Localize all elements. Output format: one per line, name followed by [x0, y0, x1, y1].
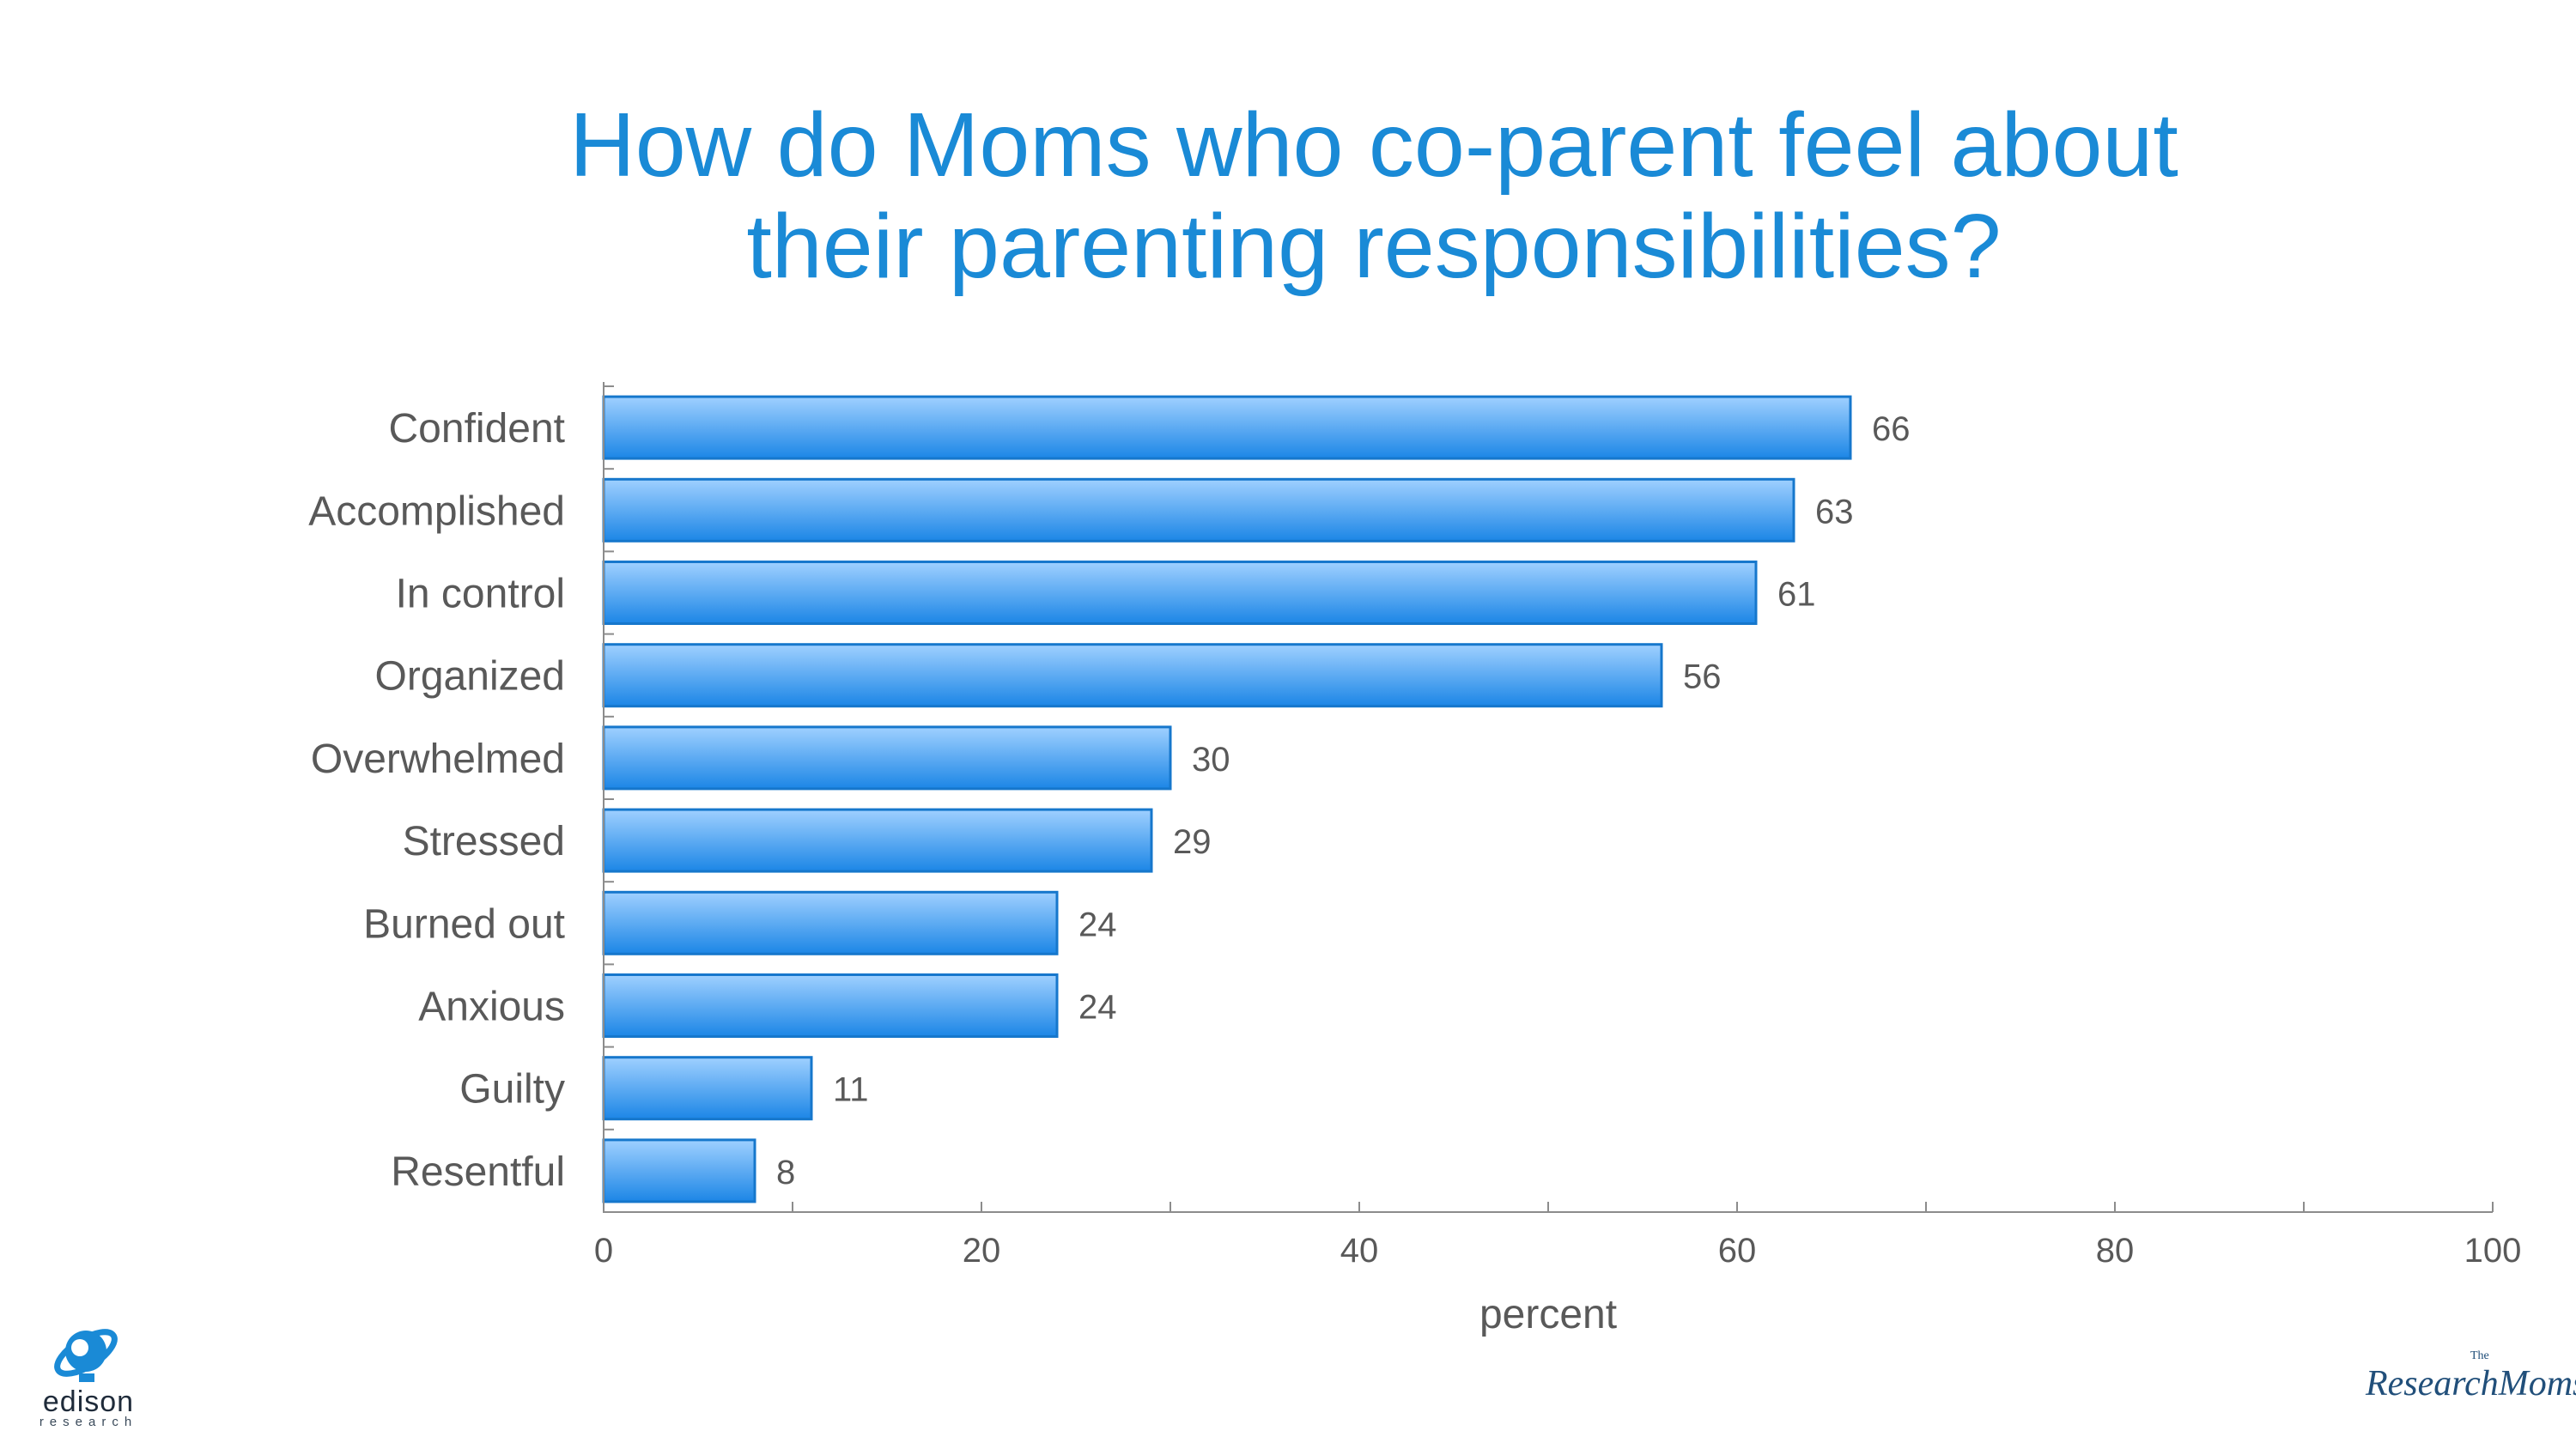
x-tick-label-100: 100	[2464, 1232, 2522, 1270]
chart-title: How do Moms who co-parent feel about the…	[429, 94, 2318, 297]
x-axis-title: percent	[1479, 1292, 1617, 1337]
bar-guilty	[602, 1056, 813, 1121]
category-label-overwhelmed: Overwhelmed	[311, 737, 565, 782]
bar-organized	[602, 643, 1663, 708]
category-label-anxious: Anxious	[418, 985, 565, 1030]
data-label-burned-out: 24	[1078, 906, 1117, 943]
bar-overwhelmed	[602, 725, 1172, 791]
research-moms-wordmark: ResearchMoms	[2366, 1364, 2576, 1404]
category-label-guilty: Guilty	[459, 1067, 565, 1113]
bar-in-control	[602, 561, 1758, 625]
research-moms-logo: The ResearchMoms	[2366, 1348, 2576, 1416]
chart-title-line-1: How do Moms who co-parent feel about	[569, 94, 2178, 196]
edison-subtitle: research	[39, 1415, 138, 1429]
bar-confident	[602, 395, 1852, 460]
bar-burned-out	[602, 890, 1059, 955]
category-label-accomplished: Accomplished	[308, 488, 565, 534]
bar-resentful	[602, 1138, 756, 1203]
category-label-in-control: In control	[396, 572, 565, 617]
category-label-burned-out: Burned out	[363, 901, 565, 947]
edison-research-logo: edison research	[33, 1313, 144, 1429]
data-label-organized: 56	[1683, 658, 1722, 696]
bar-anxious	[602, 973, 1059, 1038]
bar-stressed	[602, 808, 1153, 873]
x-tick-label-80: 80	[2096, 1232, 2135, 1270]
data-label-accomplished: 63	[1815, 493, 1854, 530]
x-tick-label-0: 0	[594, 1232, 613, 1270]
data-label-anxious: 24	[1078, 989, 1117, 1027]
research-moms-the: The	[2470, 1349, 2489, 1362]
data-label-resentful: 8	[776, 1154, 795, 1191]
category-label-confident: Confident	[389, 406, 565, 452]
data-label-overwhelmed: 30	[1192, 741, 1230, 779]
chart-title-line-2: their parenting responsibilities?	[746, 196, 2002, 297]
data-label-guilty: 11	[833, 1071, 869, 1109]
edison-lightbulb-icon	[54, 1329, 118, 1382]
data-label-in-control: 61	[1777, 576, 1816, 614]
category-label-organized: Organized	[375, 654, 565, 700]
data-label-confident: 66	[1872, 410, 1911, 448]
bar-accomplished	[602, 477, 1795, 543]
data-label-stressed: 29	[1173, 823, 1212, 861]
x-tick-label-20: 20	[963, 1232, 1001, 1270]
category-label-stressed: Stressed	[403, 819, 565, 864]
x-tick-label-40: 40	[1340, 1232, 1379, 1270]
x-tick-label-60: 60	[1718, 1232, 1757, 1270]
category-label-resentful: Resentful	[391, 1149, 565, 1195]
edison-wordmark: edison	[42, 1385, 135, 1418]
